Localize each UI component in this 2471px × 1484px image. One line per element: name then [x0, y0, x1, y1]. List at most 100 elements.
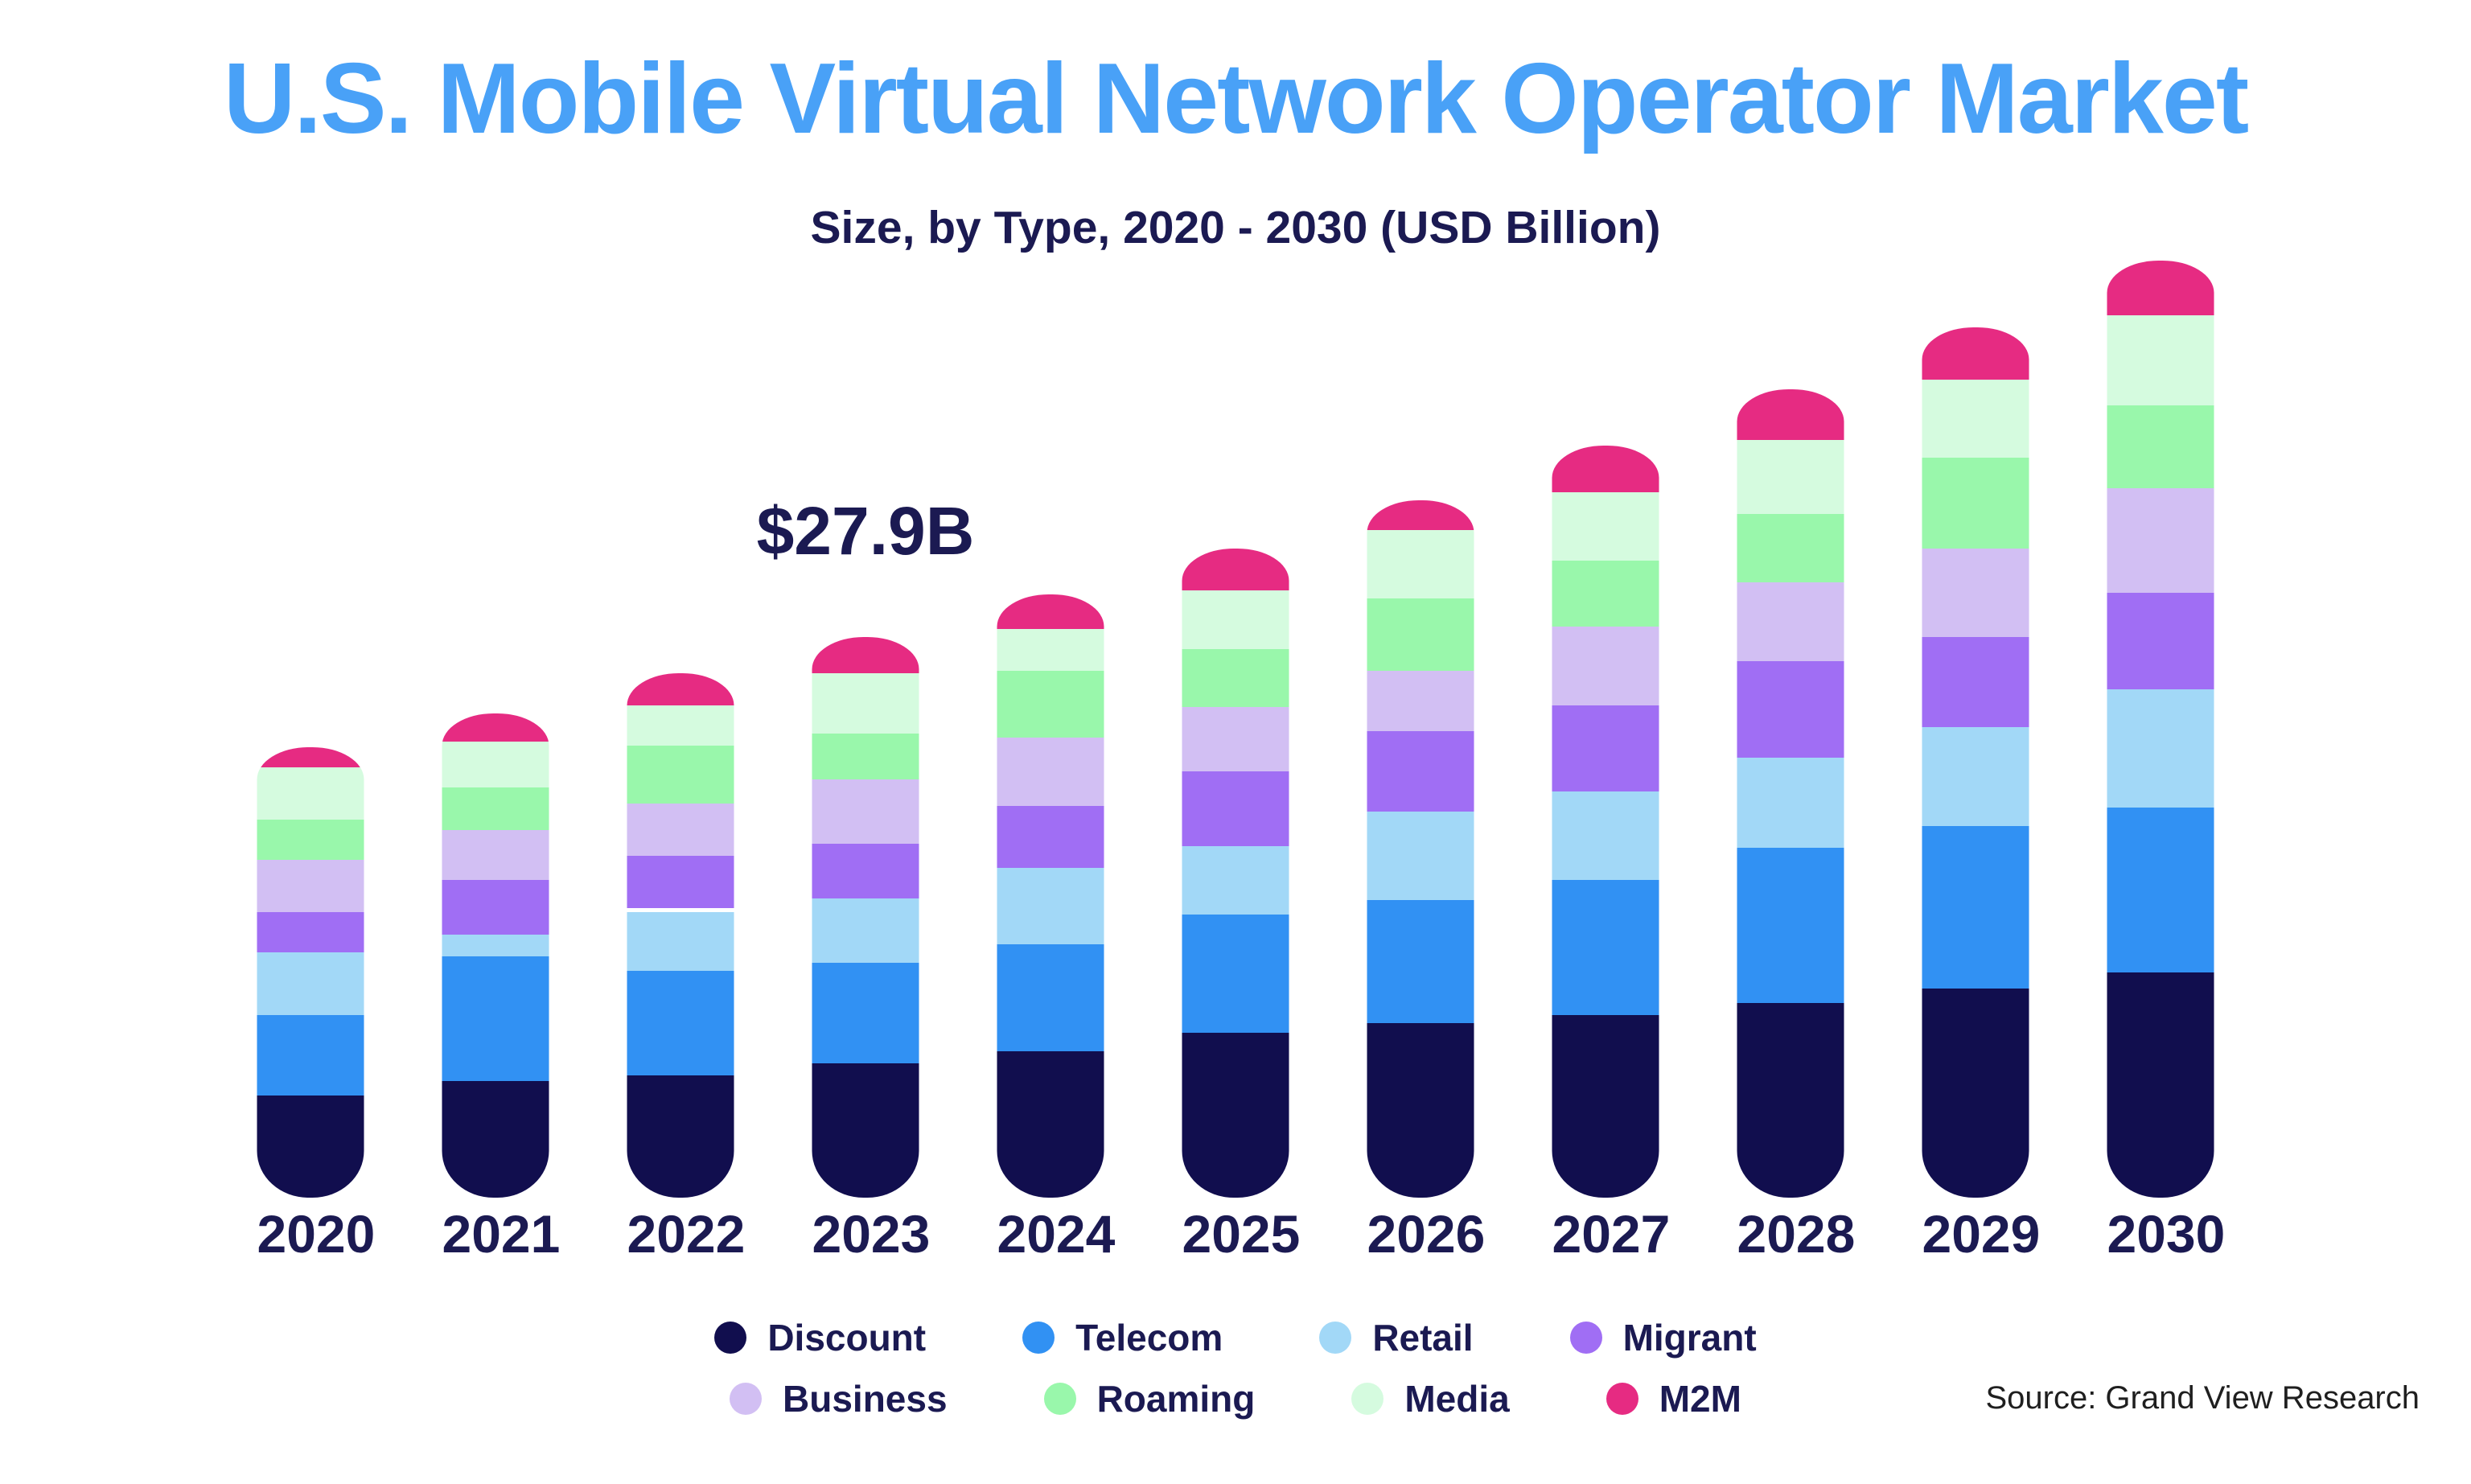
- bar-2022: [627, 672, 734, 1198]
- legend-item-business: Business: [730, 1377, 948, 1420]
- value-annotation-2023: $27.9B: [756, 493, 975, 569]
- segment-m2m-2030: [2107, 261, 2214, 315]
- segment-business-2030: [2107, 487, 2214, 593]
- source-attribution: Source: Grand View Research: [1985, 1380, 2420, 1416]
- segment-business-2020: [257, 860, 364, 912]
- segment-discount-2026: [1367, 1022, 1474, 1198]
- segment-telecom-2028: [1737, 848, 1844, 1003]
- segment-media-2028: [1737, 439, 1844, 514]
- segment-discount-2028: [1737, 1002, 1844, 1198]
- x-axis-label-2026: 2026: [1367, 1204, 1486, 1264]
- legend-label-retail: Retail: [1372, 1317, 1474, 1359]
- segment-discount-2021: [442, 1081, 549, 1198]
- segment-retail-2030: [2107, 689, 2214, 808]
- segment-media-2021: [442, 741, 549, 787]
- segment-migrant-2023: [812, 844, 919, 898]
- segment-m2m-2020: [257, 747, 364, 767]
- segment-telecom-2025: [1182, 914, 1289, 1033]
- segment-discount-2027: [1552, 1014, 1659, 1198]
- segment-media-2020: [257, 767, 364, 820]
- segment-migrant-2026: [1367, 731, 1474, 812]
- legend-dot-m2m-icon: [1606, 1383, 1638, 1415]
- segment-roaming-2024: [997, 671, 1104, 738]
- x-axis-label-2022: 2022: [627, 1204, 746, 1264]
- segment-discount-2024: [997, 1050, 1104, 1198]
- x-axis-label-2023: 2023: [812, 1204, 931, 1264]
- segment-media-2026: [1367, 530, 1474, 598]
- legend-item-roaming: Roaming: [1043, 1377, 1255, 1420]
- segment-media-2027: [1552, 491, 1659, 561]
- bar-2028: [1737, 389, 1844, 1198]
- bar-2023: [812, 636, 919, 1198]
- segment-retail-2021: [442, 934, 549, 956]
- bar-2026: [1367, 499, 1474, 1198]
- segment-roaming-2028: [1737, 514, 1844, 582]
- segment-roaming-2026: [1367, 598, 1474, 671]
- segment-migrant-2027: [1552, 705, 1659, 791]
- legend-dot-telecom-icon: [1022, 1322, 1055, 1354]
- segment-roaming-2025: [1182, 648, 1289, 707]
- segment-roaming-2027: [1552, 560, 1659, 627]
- bar-2029: [1922, 327, 2029, 1198]
- chart-subtitle: Size, by Type, 2020 - 2030 (USD Billion): [810, 202, 1661, 253]
- segment-media-2024: [997, 628, 1104, 671]
- x-axis-label-2024: 2024: [997, 1204, 1116, 1264]
- segment-telecom-2021: [442, 956, 549, 1081]
- legend-item-telecom: Telecom: [1022, 1316, 1223, 1359]
- x-axis-label-2027: 2027: [1552, 1204, 1671, 1264]
- x-axis-label-2030: 2030: [2107, 1204, 2226, 1264]
- legend-dot-media-icon: [1351, 1383, 1384, 1415]
- segment-retail-2022: [627, 912, 734, 971]
- segment-migrant-2021: [442, 880, 549, 935]
- segment-discount-2023: [812, 1063, 919, 1198]
- segment-discount-2025: [1182, 1033, 1289, 1198]
- segment-roaming-2021: [442, 787, 549, 830]
- legend-dot-migrant-icon: [1569, 1322, 1602, 1354]
- legend-label-m2m: M2M: [1659, 1378, 1741, 1420]
- segment-discount-2029: [1922, 989, 2029, 1198]
- segment-business-2023: [812, 779, 919, 844]
- x-axis-label-2029: 2029: [1922, 1204, 2041, 1264]
- segment-retail-2023: [812, 898, 919, 963]
- segment-migrant-2028: [1737, 660, 1844, 758]
- segment-telecom-2029: [1922, 825, 2029, 989]
- segment-business-2024: [997, 737, 1104, 806]
- bar-2030: [2107, 261, 2214, 1198]
- segment-business-2027: [1552, 627, 1659, 705]
- segment-telecom-2022: [627, 970, 734, 1075]
- legend-label-business: Business: [783, 1378, 948, 1420]
- segment-retail-2028: [1737, 757, 1844, 848]
- segment-media-2030: [2107, 314, 2214, 405]
- segment-migrant-2024: [997, 805, 1104, 868]
- segment-media-2025: [1182, 590, 1289, 649]
- segment-m2m-2027: [1552, 446, 1659, 492]
- segment-discount-2020: [257, 1095, 364, 1198]
- legend-label-migrant: Migrant: [1622, 1317, 1757, 1359]
- segment-migrant-2025: [1182, 771, 1289, 846]
- segment-telecom-2024: [997, 944, 1104, 1051]
- legend-item-retail: Retail: [1319, 1316, 1474, 1359]
- segment-m2m-2021: [442, 713, 549, 742]
- segment-business-2026: [1367, 671, 1474, 731]
- x-axis-label-2025: 2025: [1182, 1204, 1301, 1264]
- bar-2027: [1552, 446, 1659, 1198]
- segment-business-2022: [627, 804, 734, 856]
- legend-dot-retail-icon: [1319, 1322, 1352, 1354]
- legend-dot-roaming-icon: [1043, 1383, 1076, 1415]
- segment-retail-2027: [1552, 791, 1659, 880]
- segment-m2m-2022: [627, 672, 734, 705]
- segment-m2m-2026: [1367, 499, 1474, 530]
- x-axis-label-2021: 2021: [442, 1204, 561, 1264]
- segment-retail-2024: [997, 868, 1104, 944]
- bar-2020: [257, 747, 364, 1198]
- legend-dot-business-icon: [730, 1383, 763, 1415]
- legend-label-media: Media: [1404, 1378, 1510, 1420]
- stacked-bar-chart: [257, 261, 2214, 1198]
- segment-telecom-2030: [2107, 808, 2214, 972]
- chart-title: U.S. Mobile Virtual Network Operator Mar…: [223, 43, 2249, 154]
- segment-retail-2029: [1922, 727, 2029, 826]
- segment-discount-2022: [627, 1075, 734, 1198]
- segment-media-2022: [627, 705, 734, 746]
- legend-item-migrant: Migrant: [1569, 1316, 1757, 1359]
